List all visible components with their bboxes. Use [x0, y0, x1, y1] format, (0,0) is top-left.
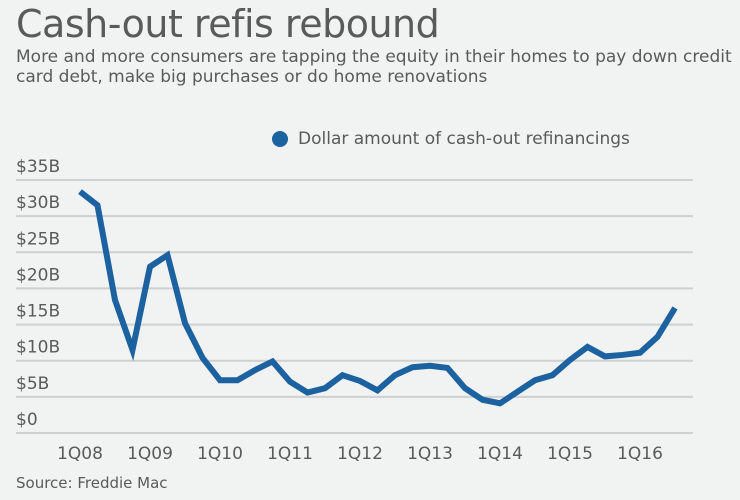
x-tick-label: 1Q10: [197, 444, 243, 464]
legend-label: Dollar amount of cash-out refinancings: [298, 129, 630, 149]
x-tick-label: 1Q15: [547, 444, 593, 464]
y-tick-label: $10B: [16, 338, 60, 358]
x-tick-label: 1Q12: [337, 444, 383, 464]
x-tick-label: 1Q08: [57, 444, 103, 464]
y-tick-label: $35B: [16, 157, 60, 177]
x-tick-label: 1Q11: [267, 444, 313, 464]
y-tick-label: $15B: [16, 302, 60, 322]
y-tick-label: $20B: [16, 265, 60, 285]
chart-title: Cash-out refis rebound: [16, 2, 440, 46]
x-tick-label: 1Q14: [477, 444, 523, 464]
x-tick-label: 1Q16: [617, 444, 663, 464]
x-tick-label: 1Q09: [127, 444, 173, 464]
legend: Dollar amount of cash-out refinancings: [272, 129, 630, 149]
y-tick-label: $0: [16, 410, 38, 430]
y-tick-label: $25B: [16, 229, 60, 249]
legend-dot-icon: [272, 131, 288, 147]
source-note: Source: Freddie Mac: [16, 474, 168, 492]
x-tick-label: 1Q13: [407, 444, 453, 464]
series-line: [78, 189, 678, 407]
y-tick-label: $30B: [16, 193, 60, 213]
y-tick-label: $5B: [16, 374, 49, 394]
chart-subtitle: More and more consumers are tapping the …: [16, 47, 732, 87]
